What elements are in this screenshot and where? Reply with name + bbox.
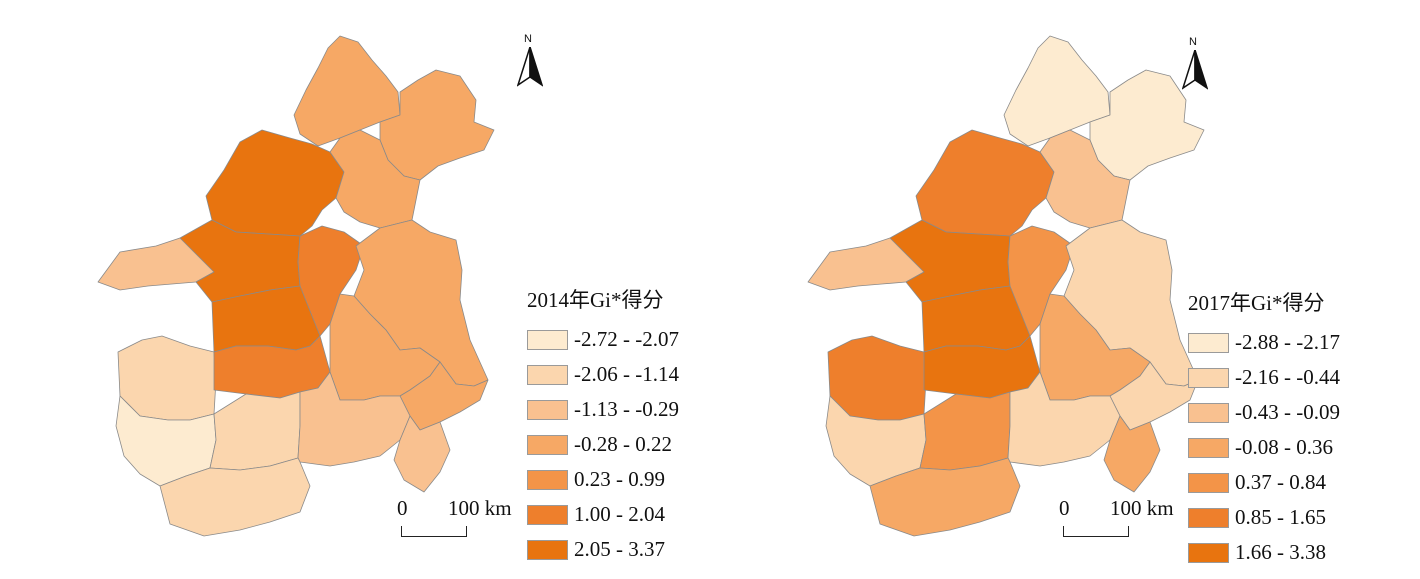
legend-swatch xyxy=(527,504,568,525)
north-arrow: N xyxy=(1180,36,1210,91)
legend-label: -0.43 - -0.09 xyxy=(1235,400,1340,424)
legend-item: -0.08 - 0.36 xyxy=(1188,430,1340,465)
legend-label: 0.85 - 1.65 xyxy=(1235,505,1326,529)
legend-swatch xyxy=(1188,367,1229,388)
legend-item: -2.72 - -2.07 xyxy=(527,322,679,357)
legend-label: 1.66 - 3.38 xyxy=(1235,540,1326,564)
legend-label: 0.37 - 0.84 xyxy=(1235,470,1326,494)
legend-item: -0.28 - 0.22 xyxy=(527,427,679,462)
map-panel-2014: N 2014年Gi*得分 -2.72 - -2.07 -2.06 - -1.14-… xyxy=(97,33,679,567)
legend-item: -1.13 - -0.29 xyxy=(527,392,679,427)
legend-item: 1.66 - 3.38 xyxy=(1188,535,1340,570)
legend-title: 2017年Gi*得分 xyxy=(1188,291,1325,315)
legend-item: 2.05 - 3.37 xyxy=(527,532,679,567)
legend-label: -2.72 - -2.07 xyxy=(574,327,679,351)
legend-item: 0.23 - 0.99 xyxy=(527,462,679,497)
legend-item: 0.37 - 0.84 xyxy=(1188,465,1340,500)
north-label: N xyxy=(1189,36,1197,48)
scale-bar: 0 100 km xyxy=(393,496,533,546)
legend-swatch xyxy=(1188,437,1229,458)
legend-label: 0.23 - 0.99 xyxy=(574,467,665,491)
legend-item: -2.88 - -2.17 xyxy=(1188,325,1340,360)
legend-item: -0.43 - -0.09 xyxy=(1188,395,1340,430)
legend-items: -2.72 - -2.07 -2.06 - -1.14 -1.13 - -0.29 -… xyxy=(527,322,679,567)
legend-label: 2.05 - 3.37 xyxy=(574,537,665,561)
legend-label: 1.00 - 2.04 xyxy=(574,502,665,526)
scale-bar-line xyxy=(1063,526,1129,537)
legend-swatch xyxy=(1188,542,1229,563)
scale-bar: 0 100 km xyxy=(1055,496,1195,546)
legend-label: -0.28 - 0.22 xyxy=(574,432,672,456)
north-arrow-icon xyxy=(1182,50,1208,90)
legend-swatch xyxy=(1188,507,1229,528)
scale-max-label: 100 km xyxy=(448,496,512,520)
map-panel-2017: N 2017年Gi*得分 -2.88 - -2.17 -2.16 - -0.44-… xyxy=(710,0,1420,579)
legend-label: -2.06 - -1.14 xyxy=(574,362,679,386)
region-south-central xyxy=(209,391,301,471)
region-southwest-upper xyxy=(117,335,217,421)
legend-title: 2014年Gi*得分 xyxy=(527,288,664,312)
legend-swatch xyxy=(1188,472,1229,493)
region-northwest-center xyxy=(205,129,345,237)
region-northwest-center xyxy=(915,129,1055,237)
legend-swatch xyxy=(527,434,568,455)
region-southeast-lower xyxy=(1103,415,1161,493)
scale-max-label: 100 km xyxy=(1110,496,1174,520)
legend-label: -1.13 - -0.29 xyxy=(574,397,679,421)
region-north xyxy=(1003,35,1111,147)
scale-bar-line xyxy=(401,526,467,537)
legend-swatch xyxy=(527,329,568,350)
legend-swatch xyxy=(1188,402,1229,423)
legend-label: -0.08 - 0.36 xyxy=(1235,435,1333,459)
legend-label: -2.16 - -0.44 xyxy=(1235,365,1340,389)
north-label: N xyxy=(524,33,532,45)
region-southeast-lower xyxy=(393,415,451,493)
legend-item: -2.06 - -1.14 xyxy=(527,357,679,392)
legend-item: 1.00 - 2.04 xyxy=(527,497,679,532)
legend-item: 0.85 - 1.65 xyxy=(1188,500,1340,535)
north-arrow-icon xyxy=(517,47,543,87)
legend-swatch xyxy=(527,469,568,490)
legend-items: -2.88 - -2.17 -2.16 - -0.44 -0.43 - -0.09 -… xyxy=(1188,325,1340,570)
north-arrow: N xyxy=(515,33,545,88)
choropleth-map-2014 xyxy=(97,35,495,537)
legend-2014: 2014年Gi*得分 -2.72 - -2.07 -2.06 - -1.14 -1.… xyxy=(527,284,679,567)
legend-swatch xyxy=(527,539,568,560)
region-south-central xyxy=(919,391,1011,471)
legend-swatch xyxy=(1188,332,1229,353)
region-bottom xyxy=(869,457,1021,537)
legend-swatch xyxy=(527,364,568,385)
region-northeast xyxy=(379,69,495,181)
scale-zero-label: 0 xyxy=(1059,496,1070,520)
region-bottom xyxy=(159,457,311,537)
region-southwest-upper xyxy=(827,335,927,421)
legend-item: -2.16 - -0.44 xyxy=(1188,360,1340,395)
choropleth-map-2017 xyxy=(807,35,1205,537)
region-north xyxy=(293,35,401,147)
legend-2017: 2017年Gi*得分 -2.88 - -2.17 -2.16 - -0.44 -0.… xyxy=(1188,287,1340,570)
legend-swatch xyxy=(527,399,568,420)
scale-zero-label: 0 xyxy=(397,496,408,520)
region-northeast xyxy=(1089,69,1205,181)
legend-label: -2.88 - -2.17 xyxy=(1235,330,1340,354)
